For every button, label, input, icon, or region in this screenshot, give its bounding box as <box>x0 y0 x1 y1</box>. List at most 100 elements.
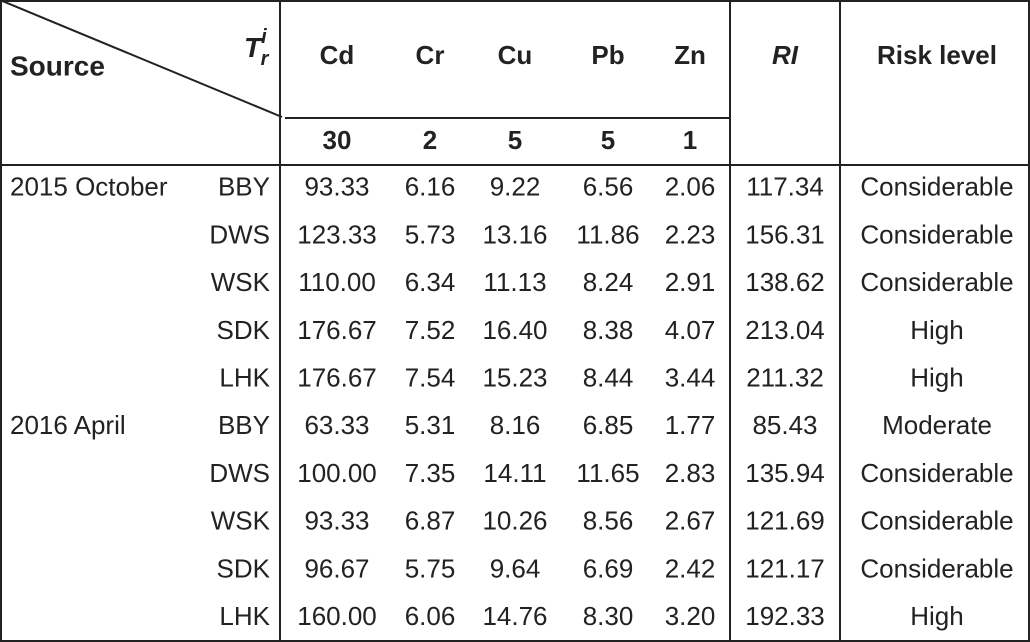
cell-value: 5.31 <box>405 410 456 440</box>
tr-sup: i <box>261 26 267 48</box>
toxic-factor-header: Ti r <box>244 26 270 70</box>
risk-value: High <box>910 601 963 631</box>
toxic-factor: 2 <box>423 125 437 155</box>
cell-value: 8.16 <box>490 410 541 440</box>
cell-value: 2.67 <box>665 506 716 536</box>
tr-base: T <box>244 32 264 63</box>
cell-value: 2.23 <box>665 219 716 249</box>
cell-value: 110.00 <box>298 267 376 297</box>
cell-value: 8.56 <box>583 506 634 536</box>
ri-value: 121.17 <box>745 553 825 583</box>
ri-value: 192.33 <box>745 601 825 631</box>
cell-value: 8.38 <box>583 315 634 345</box>
cell-value: 6.87 <box>405 506 456 536</box>
risk-value: High <box>910 315 963 345</box>
cell-value: 15.23 <box>482 363 547 393</box>
cell-value: 13.16 <box>482 219 547 249</box>
cell-value: 160.00 <box>297 601 377 631</box>
cell-value: 2.42 <box>665 553 716 583</box>
cell-value: 10.26 <box>482 506 547 536</box>
risk-value: Considerable <box>860 553 1013 583</box>
cell-value: 7.35 <box>405 458 456 488</box>
site: LHK <box>219 363 270 393</box>
risk-header: Risk level <box>877 40 997 70</box>
risk-value: High <box>910 363 963 393</box>
risk-value: Considerable <box>860 458 1013 488</box>
site: DWS <box>209 219 270 249</box>
cell-value: 6.16 <box>405 172 456 202</box>
ri-value: 156.31 <box>745 219 825 249</box>
risk-value: Considerable <box>860 506 1013 536</box>
toxic-factor: 1 <box>683 125 697 155</box>
cell-value: 8.30 <box>583 601 634 631</box>
cell-value: 6.34 <box>405 267 456 297</box>
cell-value: 2.91 <box>665 267 716 297</box>
ri-value: 211.32 <box>746 363 824 393</box>
risk-value: Moderate <box>882 410 992 440</box>
cell-value: 6.69 <box>583 553 634 583</box>
cell-value: 63.33 <box>304 410 369 440</box>
cell-value: 7.52 <box>405 315 456 345</box>
cell-value: 1.77 <box>665 410 716 440</box>
cell-value: 93.33 <box>304 506 369 536</box>
ri-value: 121.69 <box>745 506 825 536</box>
cell-value: 176.67 <box>297 315 377 345</box>
cell-value: 9.22 <box>490 172 541 202</box>
site: WSK <box>211 506 271 536</box>
cell-value: 6.06 <box>405 601 456 631</box>
cell-value: 8.24 <box>583 267 634 297</box>
source-header: Source <box>10 50 105 81</box>
cell-value: 9.64 <box>490 553 541 583</box>
site: SDK <box>217 553 271 583</box>
risk-value: Considerable <box>860 172 1013 202</box>
cell-value: 11.65 <box>576 458 639 488</box>
ri-value: 85.43 <box>752 410 817 440</box>
cell-value: 14.11 <box>483 458 546 488</box>
cell-value: 5.73 <box>405 219 456 249</box>
site: LHK <box>219 601 270 631</box>
metal-header: Pb <box>591 40 624 70</box>
site: WSK <box>211 267 271 297</box>
cell-value: 8.44 <box>583 363 634 393</box>
cell-value: 16.40 <box>482 315 547 345</box>
cell-value: 100.00 <box>297 458 377 488</box>
site: BBY <box>218 410 270 440</box>
cell-value: 5.75 <box>405 553 456 583</box>
site: DWS <box>209 458 270 488</box>
toxic-factor: 30 <box>323 125 352 155</box>
cell-value: 176.67 <box>297 363 377 393</box>
site: BBY <box>218 172 270 202</box>
diagonal-line <box>0 0 283 118</box>
risk-value: Considerable <box>860 219 1013 249</box>
site: SDK <box>217 315 271 345</box>
ri-header: RI <box>772 40 799 70</box>
cell-value: 11.13 <box>483 267 546 297</box>
ri-value: 213.04 <box>745 315 825 345</box>
metal-header: Cu <box>498 40 533 70</box>
period: 2015 October <box>10 172 168 202</box>
cell-value: 3.44 <box>665 363 716 393</box>
period: 2016 April <box>10 410 126 440</box>
metal-header: Cr <box>416 40 445 70</box>
ri-value: 117.34 <box>746 172 824 202</box>
cell-value: 2.06 <box>665 172 716 202</box>
tr-sub: r <box>261 48 270 70</box>
toxic-factor: 5 <box>508 125 522 155</box>
cell-value: 11.86 <box>576 219 639 249</box>
risk-value: Considerable <box>860 267 1013 297</box>
cell-value: 123.33 <box>297 219 377 249</box>
cell-value: 3.20 <box>665 601 716 631</box>
cell-value: 2.83 <box>665 458 716 488</box>
cell-value: 14.76 <box>482 601 547 631</box>
ri-value: 138.62 <box>745 267 825 297</box>
metal-header: Zn <box>674 40 706 70</box>
ri-value: 135.94 <box>745 458 825 488</box>
metal-header: Cd <box>320 40 355 70</box>
cell-value: 4.07 <box>665 315 716 345</box>
cell-value: 96.67 <box>304 553 369 583</box>
toxic-factor: 5 <box>601 125 615 155</box>
cell-value: 6.56 <box>583 172 634 202</box>
cell-value: 6.85 <box>583 410 634 440</box>
